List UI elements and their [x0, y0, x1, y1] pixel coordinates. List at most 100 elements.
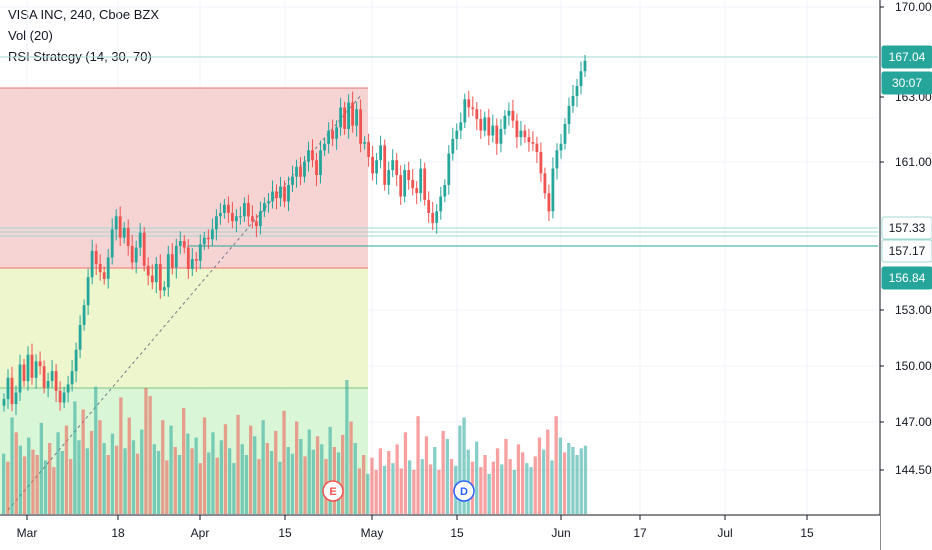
- candle-body[interactable]: [551, 168, 555, 212]
- candle-body[interactable]: [567, 105, 571, 124]
- candle-body[interactable]: [399, 175, 403, 197]
- candle-body[interactable]: [206, 237, 210, 240]
- candle-body[interactable]: [235, 216, 238, 222]
- candle-body[interactable]: [98, 264, 102, 273]
- candle-body[interactable]: [575, 86, 579, 96]
- candle-body[interactable]: [38, 361, 42, 367]
- candle-body[interactable]: [367, 142, 370, 157]
- candle-body[interactable]: [343, 107, 346, 129]
- candle-body[interactable]: [138, 232, 142, 248]
- candle-body[interactable]: [58, 390, 62, 403]
- candle-body[interactable]: [583, 60, 587, 72]
- candle-body[interactable]: [315, 160, 318, 175]
- event-marker-d[interactable]: [453, 480, 475, 502]
- candle-body[interactable]: [146, 265, 150, 276]
- candle-body[interactable]: [495, 125, 499, 144]
- candle-body[interactable]: [543, 173, 547, 194]
- candle-body[interactable]: [467, 99, 471, 108]
- candle-body[interactable]: [94, 250, 98, 265]
- candle-body[interactable]: [387, 170, 391, 185]
- candle-body[interactable]: [10, 377, 14, 405]
- candle-body[interactable]: [427, 199, 431, 213]
- candle-body[interactable]: [511, 110, 515, 121]
- candle-body[interactable]: [335, 127, 338, 139]
- candle-body[interactable]: [70, 371, 74, 385]
- candle-body[interactable]: [431, 213, 435, 223]
- candle-body[interactable]: [555, 150, 559, 169]
- candle-body[interactable]: [447, 153, 451, 185]
- candle-body[interactable]: [239, 216, 242, 218]
- candle-body[interactable]: [122, 227, 126, 238]
- candle-body[interactable]: [471, 107, 475, 110]
- candle-body[interactable]: [507, 110, 511, 116]
- candle-body[interactable]: [154, 264, 158, 283]
- candle-body[interactable]: [34, 361, 38, 378]
- candle-body[interactable]: [182, 241, 186, 248]
- candle-body[interactable]: [531, 142, 535, 144]
- candle-body[interactable]: [142, 232, 146, 266]
- candle-body[interactable]: [26, 354, 30, 382]
- candle-body[interactable]: [66, 384, 70, 393]
- candle-body[interactable]: [42, 366, 46, 388]
- candle-body[interactable]: [391, 160, 395, 171]
- candle-body[interactable]: [443, 185, 447, 197]
- candle-body[interactable]: [134, 247, 138, 263]
- candle-body[interactable]: [215, 216, 218, 230]
- candle-body[interactable]: [162, 287, 166, 291]
- candle-body[interactable]: [359, 109, 362, 144]
- candle-body[interactable]: [459, 122, 463, 131]
- candle-body[interactable]: [351, 102, 354, 126]
- candle-body[interactable]: [150, 275, 154, 283]
- candle-body[interactable]: [355, 109, 358, 126]
- candle-body[interactable]: [46, 381, 50, 388]
- candle-body[interactable]: [499, 128, 503, 144]
- event-marker-e[interactable]: [322, 480, 344, 502]
- candle-body[interactable]: [110, 229, 114, 258]
- candle-body[interactable]: [14, 392, 18, 405]
- candle-body[interactable]: [547, 193, 551, 212]
- candle-body[interactable]: [455, 130, 459, 139]
- candle-body[interactable]: [307, 150, 310, 162]
- candle-body[interactable]: [291, 176, 294, 185]
- candle-body[interactable]: [219, 213, 222, 217]
- candle-body[interactable]: [251, 216, 254, 222]
- candle-body[interactable]: [263, 203, 266, 212]
- candle-body[interactable]: [295, 166, 298, 177]
- candle-body[interactable]: [563, 124, 567, 144]
- candle-body[interactable]: [30, 354, 34, 378]
- candle-body[interactable]: [130, 245, 134, 263]
- candle-body[interactable]: [18, 364, 22, 393]
- candle-body[interactable]: [283, 186, 286, 202]
- price-tag[interactable]: [881, 266, 932, 290]
- candle-body[interactable]: [82, 305, 86, 325]
- price-tag[interactable]: [881, 71, 932, 95]
- candle-body[interactable]: [519, 130, 523, 138]
- legend-symbol[interactable]: VISA INC, 240, Cboe BZX: [8, 7, 160, 22]
- candle-body[interactable]: [102, 272, 106, 279]
- legend-volume[interactable]: Vol (20): [8, 28, 53, 43]
- candle-body[interactable]: [435, 211, 439, 223]
- candle-body[interactable]: [198, 244, 202, 261]
- candle-body[interactable]: [487, 117, 491, 136]
- candle-body[interactable]: [78, 325, 82, 350]
- candle-body[interactable]: [479, 119, 483, 131]
- candle-body[interactable]: [395, 160, 399, 175]
- candle-body[interactable]: [503, 115, 507, 129]
- candle-body[interactable]: [186, 247, 190, 269]
- candle-body[interactable]: [279, 186, 282, 199]
- candle-body[interactable]: [515, 120, 519, 138]
- candle-body[interactable]: [166, 254, 170, 288]
- candle-body[interactable]: [403, 170, 407, 197]
- candle-body[interactable]: [411, 180, 415, 189]
- candle-body[interactable]: [375, 160, 378, 174]
- candle-body[interactable]: [379, 145, 382, 161]
- candle-body[interactable]: [275, 191, 278, 199]
- candle-body[interactable]: [339, 107, 342, 128]
- candle-body[interactable]: [407, 170, 411, 180]
- candle-body[interactable]: [247, 203, 250, 217]
- candle-body[interactable]: [327, 130, 330, 144]
- candle-body[interactable]: [299, 166, 302, 177]
- candle-body[interactable]: [170, 254, 174, 268]
- candle-body[interactable]: [259, 211, 262, 227]
